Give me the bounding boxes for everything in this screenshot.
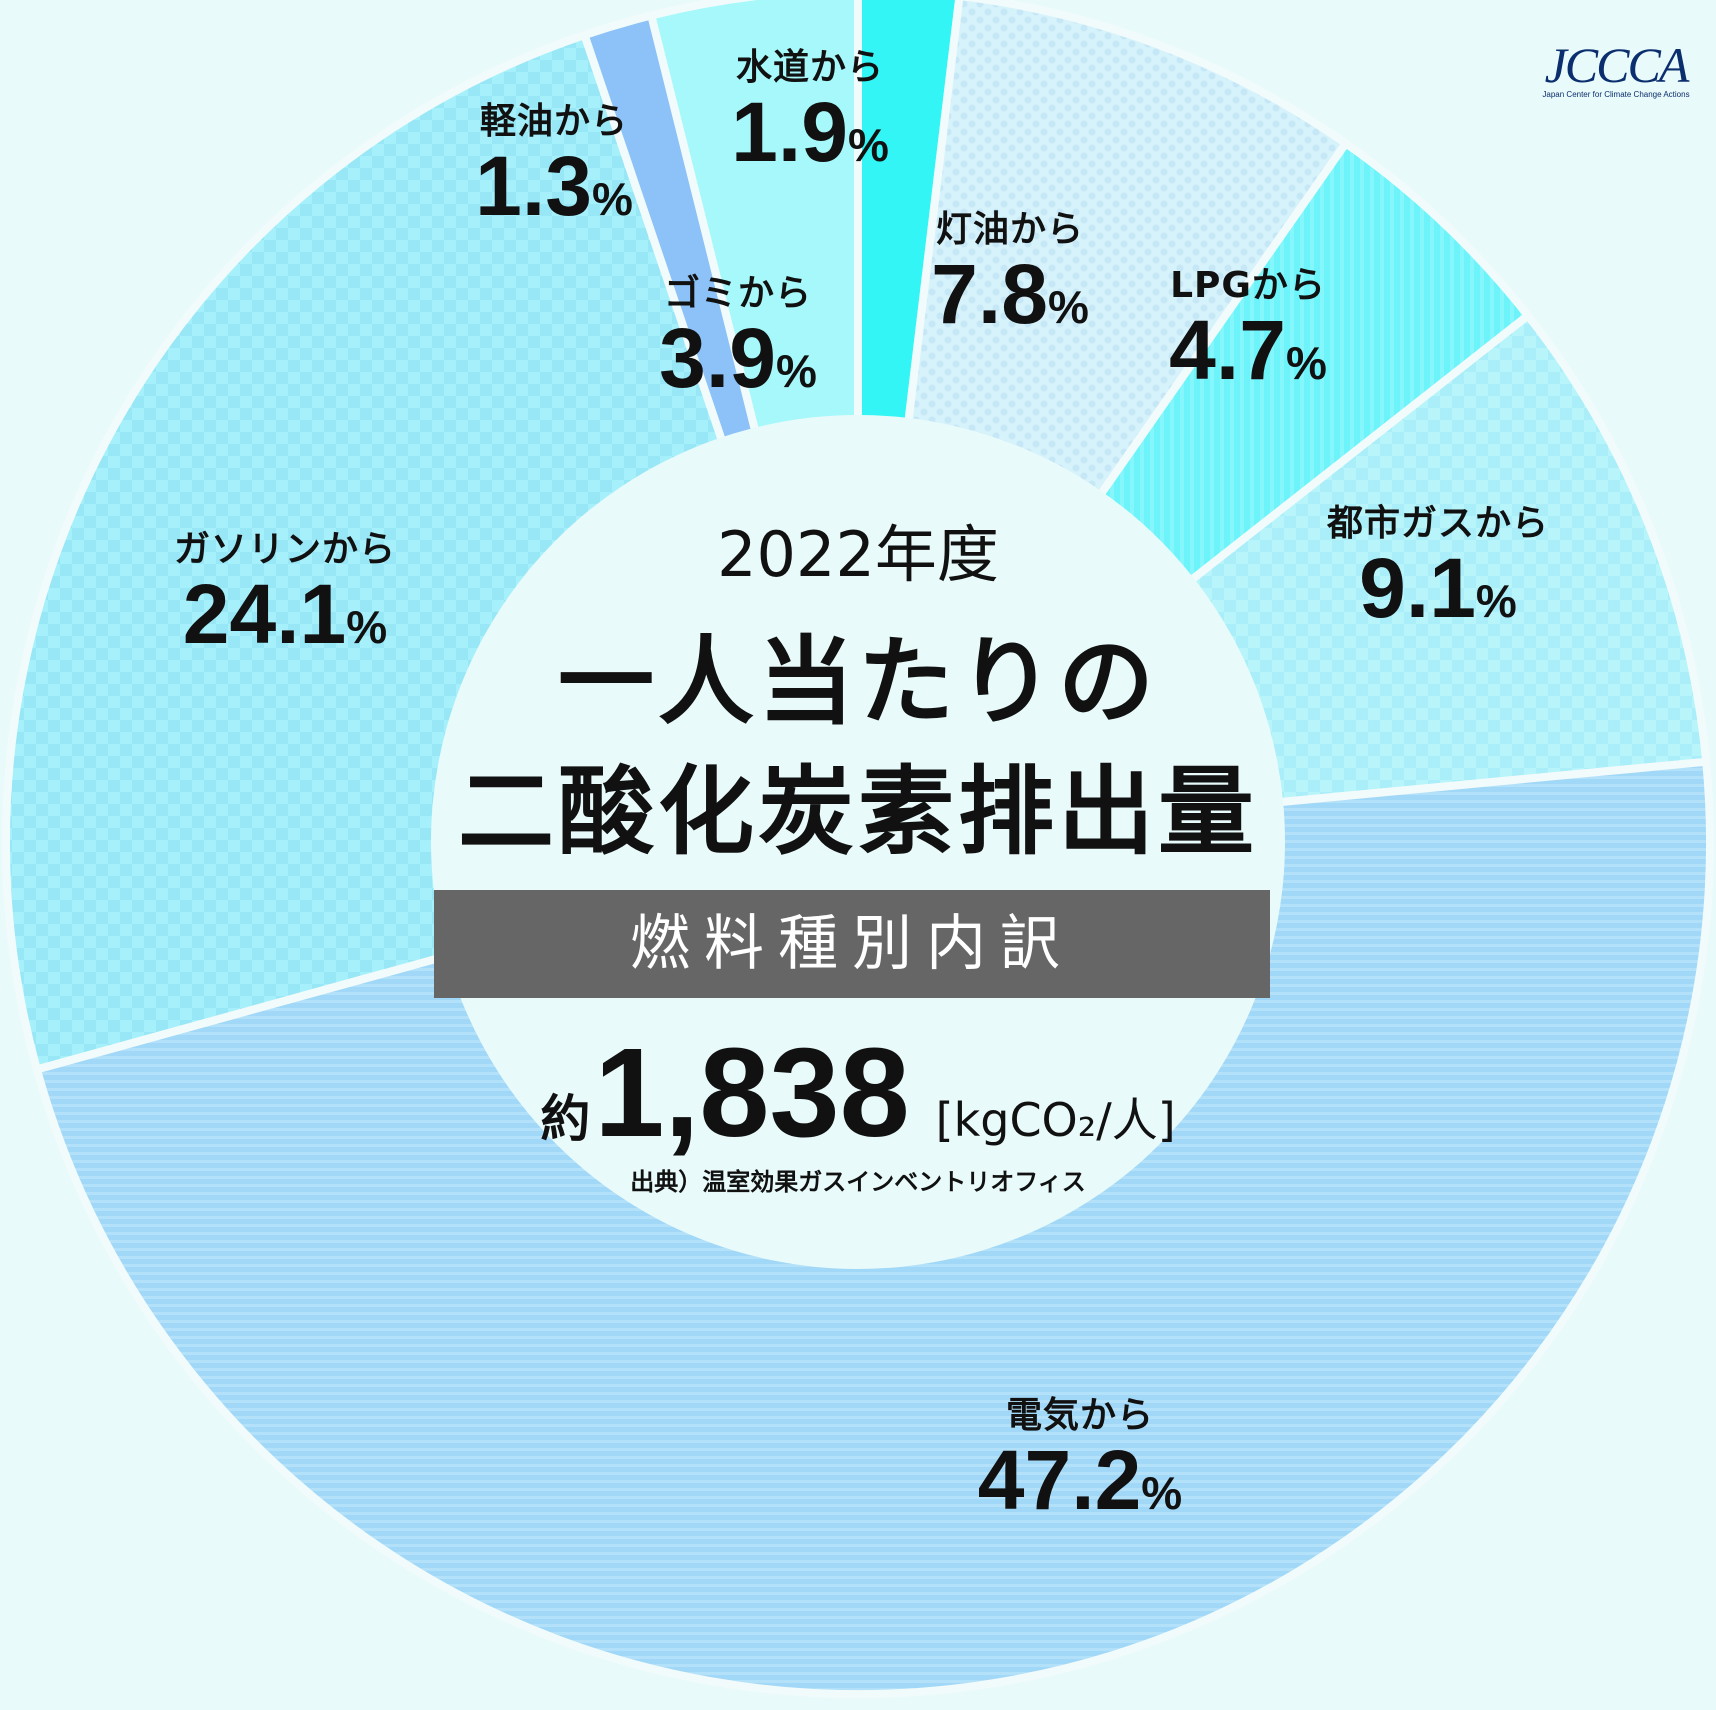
label-kerosene-value: 7.8 (931, 247, 1048, 341)
source-note: 出典）温室効果ガスインベントリオフィス (630, 1168, 1086, 1196)
segment-label-electricity: 電気から 47.2% (978, 1386, 1182, 1522)
label-lpg-value: 4.7 (1169, 303, 1286, 397)
segment-water (854, 0, 964, 843)
segment-label-lpg: LPGから 4.7% (1169, 256, 1327, 392)
label-electricity-value: 47.2 (977, 1433, 1142, 1527)
logo-mark: JCCCA (1544, 37, 1690, 93)
label-city-gas-name: 都市ガスから (1326, 503, 1550, 544)
center-band: 燃料種別内訳 (434, 890, 1270, 998)
center-total: 約1,838 [kgCO₂/人] (540, 1020, 1175, 1165)
center-title-line2: 二酸化炭素排出量 (458, 756, 1258, 868)
total-unit: [kgCO₂/人] (935, 1093, 1176, 1147)
label-water-unit: % (847, 119, 889, 171)
segment-label-diesel: 軽油から 1.3% (475, 92, 633, 228)
label-garbage-name: ゴミから (663, 273, 812, 314)
center-title-line1: 一人当たりの (558, 626, 1158, 738)
segment-label-kerosene: 灯油から 7.8% (931, 200, 1089, 336)
label-kerosene-name: 灯油から (935, 209, 1084, 250)
label-lpg-unit: % (1285, 337, 1327, 389)
label-electricity-name: 電気から (1005, 1395, 1154, 1436)
center-year: 2022年度 (717, 518, 999, 591)
label-garbage-value: 3.9 (659, 311, 776, 405)
label-gasoline-value: 24.1 (182, 567, 347, 661)
total-prefix: 約 (540, 1090, 591, 1148)
segment-label-water: 水道から 1.9% (731, 38, 889, 174)
label-water-value: 1.9 (731, 85, 848, 179)
label-electricity-unit: % (1141, 1467, 1183, 1519)
label-garbage-unit: % (775, 345, 817, 397)
label-diesel-value: 1.3 (475, 139, 592, 233)
label-gasoline-unit: % (346, 601, 388, 653)
center-band-label: 燃料種別内訳 (630, 909, 1074, 979)
label-city-gas-value: 9.1 (1359, 541, 1476, 635)
donut-hole (431, 415, 1285, 1269)
segment-label-garbage: ゴミから 3.9% (659, 264, 817, 400)
logo-subtitle: Japan Center for Climate Change Actions (1542, 90, 1690, 99)
label-diesel-name: 軽油から (479, 101, 628, 142)
label-diesel-unit: % (591, 173, 633, 225)
label-water-name: 水道から (735, 47, 884, 88)
label-gasoline-name: ガソリンから (173, 529, 397, 570)
label-kerosene-unit: % (1047, 281, 1089, 333)
jccca-logo: JCCCA Japan Center for Climate Change Ac… (1538, 12, 1694, 102)
label-lpg-name: LPGから (1170, 265, 1326, 306)
segment-label-city-gas: 都市ガスから 9.1% (1327, 494, 1549, 630)
segment-label-gasoline: ガソリンから 24.1% (174, 520, 396, 656)
label-city-gas-unit: % (1475, 575, 1517, 627)
total-value: 1,838 (594, 1022, 910, 1163)
